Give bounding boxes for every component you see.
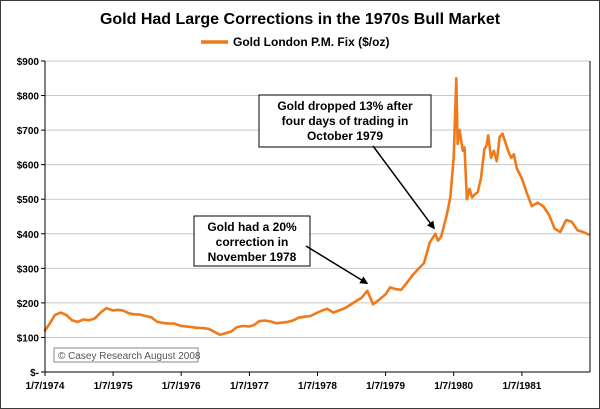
y-tick-label: $800 (17, 92, 40, 103)
credit-box: © Casey Research August 2008 (53, 347, 201, 363)
annotation-text: Gold dropped 13% after (277, 99, 413, 113)
credit-text: © Casey Research August 2008 (58, 351, 201, 362)
annotation-arrow (372, 145, 435, 230)
x-tick-label: 1/7/1979 (366, 381, 405, 392)
x-tick-label: 1/7/1974 (26, 381, 65, 392)
annotation-text: November 1978 (208, 250, 297, 264)
annotation-arrow (305, 245, 369, 285)
annotation-box (258, 94, 432, 148)
y-tick-label: $600 (17, 161, 40, 172)
credit-border (53, 347, 199, 363)
x-axis-ticks: 1/7/1974 1/7/1975 1/7/1976 1/7/1977 1/7/1978… (26, 372, 542, 392)
annotation-text: Gold had a 20% (207, 220, 297, 234)
annotation-text: October 1979 (307, 129, 383, 143)
y-tick-label: $400 (17, 230, 40, 241)
series-line (43, 77, 591, 337)
annotation-text: four days of trading in (282, 114, 409, 128)
y-tick-label: $700 (17, 126, 40, 137)
series-layer (43, 77, 591, 337)
x-tick-label: 1/7/1981 (502, 381, 541, 392)
x-tick-label: 1/7/1975 (94, 381, 133, 392)
annotation-text: correction in (216, 235, 289, 249)
y-axis-ticks: $- $100 $200 $300 $400 $500 $600 $700 $800 $900 (17, 57, 45, 379)
x-tick-label: 1/7/1976 (162, 381, 201, 392)
y-tick-label: $300 (17, 264, 40, 275)
chart-title: Gold Had Large Corrections in the 1970s … (100, 11, 501, 28)
y-tick-label: $- (30, 368, 39, 379)
y-tick-label: $100 (17, 333, 40, 344)
y-tick-label: $500 (17, 195, 40, 206)
x-tick-label: 1/7/1978 (298, 381, 337, 392)
x-tick-label: 1/7/1980 (434, 381, 473, 392)
y-tick-label: $200 (17, 299, 40, 310)
legend-label: Gold London P.M. Fix ($/oz) (233, 35, 389, 49)
chart-legend: Gold London P.M. Fix ($/oz) (201, 35, 389, 49)
annotation-box (193, 215, 311, 267)
y-tick-label: $900 (17, 57, 40, 68)
x-tick-label: 1/7/1977 (230, 381, 269, 392)
